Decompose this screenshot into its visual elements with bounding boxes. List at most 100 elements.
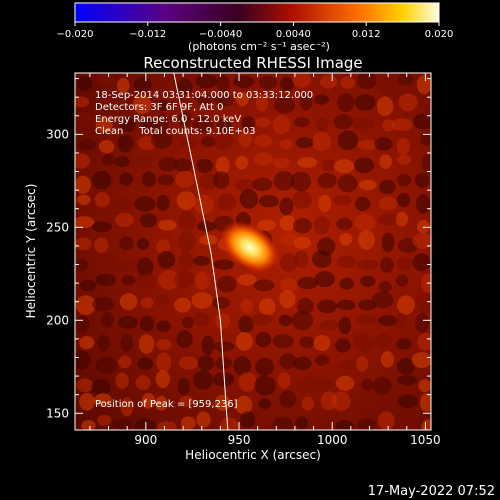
sidelobe-blob [333,114,353,130]
sidelobe-blob [174,297,192,313]
sidelobe-blob [320,74,338,89]
timestamp: 17-May-2022 07:52 [368,484,495,499]
sidelobe-blob [337,174,358,193]
sidelobe-blob [396,173,412,187]
sidelobe-blob [99,95,118,110]
sidelobe-blob [92,170,112,190]
sidelobe-blob [373,377,392,395]
sidelobe-blob [115,212,134,228]
sidelobe-blob [397,374,418,386]
sidelobe-blob [233,75,255,88]
sidelobe-blob [378,179,396,195]
y-tick-label: 250 [46,220,69,234]
sidelobe-blob [75,295,96,315]
sidelobe-blob [151,131,173,149]
sidelobe-blob [76,378,94,393]
sidelobe-blob [194,194,214,214]
sidelobe-blob [235,332,253,351]
sidelobe-blob [191,292,213,309]
sidelobe-blob [181,316,194,329]
sidelobe-blob [250,313,273,326]
sidelobe-blob [380,351,395,368]
sidelobe-blob [235,91,249,107]
sidelobe-blob [375,333,393,348]
sidelobe-blob [398,93,418,112]
sidelobe-blob [337,130,359,151]
sidelobe-blob [156,352,172,373]
sidelobe-blob [134,196,156,212]
sidelobe-blob [138,334,155,354]
sidelobe-blob [95,117,113,133]
sidelobe-blob [75,237,92,251]
sidelobe-blob [119,172,134,186]
sidelobe-blob [240,411,256,429]
sidelobe-blob [297,297,314,315]
sidelobe-blob [156,239,171,255]
sidelobe-blob [414,172,430,188]
sidelobe-blob [135,153,153,170]
sidelobe-blob [117,259,138,273]
sidelobe-blob [156,113,169,134]
sidelobe-blob [241,116,255,131]
sidelobe-blob [235,155,249,170]
sidelobe-blob [213,259,235,270]
y-tick-label: 300 [46,127,69,141]
sidelobe-blob [379,154,393,169]
annotation-peak-position: Position of Peak = [959,236] [95,399,238,410]
flare-source [219,220,281,274]
sidelobe-blob [340,76,356,89]
sidelobe-blob [156,338,172,351]
sidelobe-blob [374,137,393,151]
sidelobe-blob [317,172,337,189]
sidelobe-blob [178,110,193,128]
y-tick-label: 150 [46,406,69,420]
sidelobe-blob [238,315,254,333]
sidelobe-blob [280,232,298,246]
sidelobe-blob [356,356,369,372]
x-tick-label: 900 [134,433,157,447]
sidelobe-blob [339,359,358,370]
sidelobe-blob [238,132,253,147]
sidelobe-blob [196,411,211,428]
colorbar-tick-label: −0.0040 [199,29,242,40]
sidelobe-blob [240,299,254,314]
sidelobe-blob [236,274,257,286]
sidelobe-blob [216,275,237,293]
sidelobe-blob [201,397,214,411]
sidelobe-blob [97,414,112,426]
sidelobe-blob [178,250,194,271]
sidelobe-blob [79,392,96,411]
annotation-clean-counts: Clean Total counts: 9.10E+03 [95,126,255,137]
sidelobe-blob [417,332,431,351]
sidelobe-blob [317,299,338,314]
sidelobe-blob [177,211,197,232]
colorbar-tick-label: 0.0040 [276,29,311,40]
sidelobe-blob [396,154,412,165]
sidelobe-blob [273,171,295,191]
sidelobe-blob [297,276,319,290]
annotation-energy-range: Energy Range: 6.0 - 12.0 keV [95,114,241,125]
sidelobe-blob [81,420,96,430]
sidelobe-blob [257,219,277,231]
sidelobe-blob [360,275,376,287]
y-axis: 150 200 250 300 [46,78,431,420]
sidelobe-blob [396,138,411,155]
sidelobe-blob [314,94,330,105]
sidelobe-blob [396,338,412,350]
sidelobe-blob [99,140,115,154]
sidelobe-blob [200,136,216,148]
sidelobe-blob [272,417,294,430]
x-tick-label: 950 [228,433,251,447]
sidelobe-blob [311,250,332,268]
sidelobe-blob [290,171,312,192]
sidelobe-blob [380,257,394,273]
sidelobe-blob [120,117,136,133]
sidelobe-blob [378,196,399,211]
sidelobe-blob [92,221,113,233]
sidelobe-blob [272,115,291,135]
sidelobe-blob [217,193,237,211]
annotation-detectors: Detectors: 3F 6F 9F, Att 0 [95,102,223,113]
sidelobe-blob [378,394,392,414]
sidelobe-blob [391,118,413,132]
